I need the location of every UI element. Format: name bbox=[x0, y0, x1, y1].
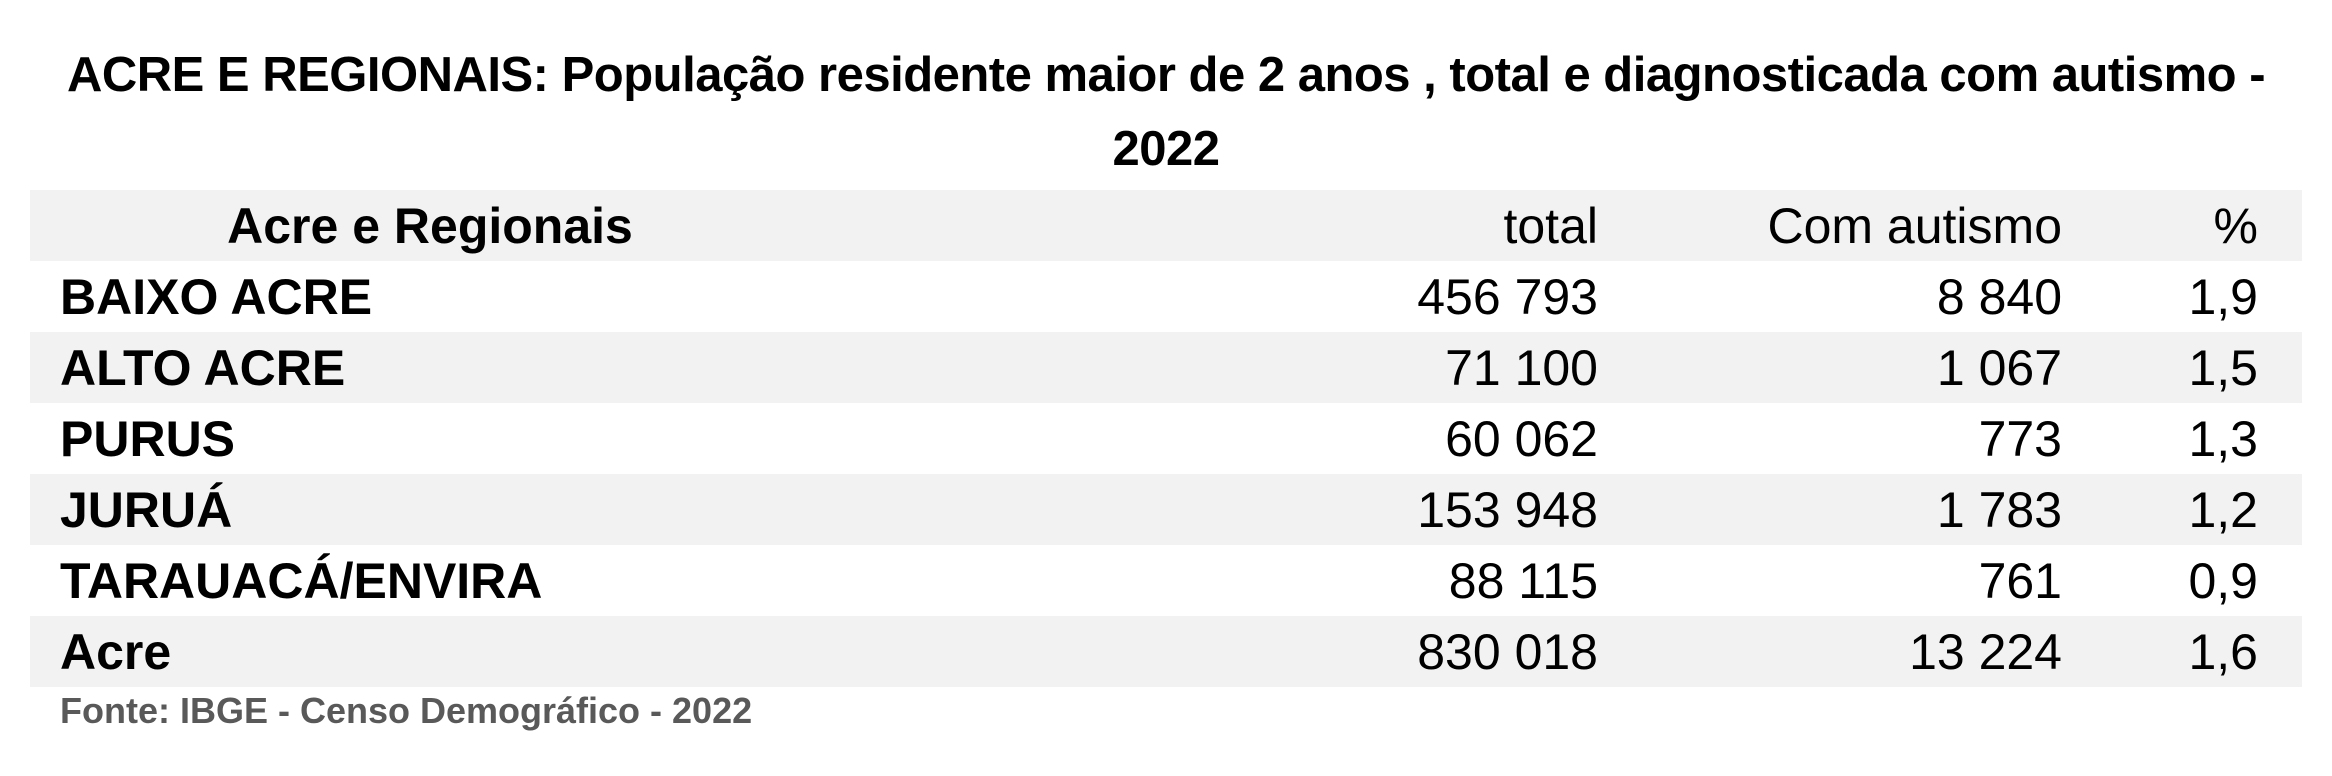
row-name: TARAUACÁ/ENVIRA bbox=[60, 552, 543, 609]
header-com-autismo: Com autismo bbox=[1767, 197, 2062, 254]
row-name: PURUS bbox=[60, 410, 236, 467]
table-header-row: Acre e Regionais total Com autismo % bbox=[30, 190, 2302, 261]
data-table: Acre e Regionais total Com autismo % BAI… bbox=[30, 190, 2302, 687]
row-total: 153 948 bbox=[1417, 481, 1598, 538]
table-row: JURUÁ 153 948 1 783 1,2 bbox=[30, 474, 2302, 545]
row-name: JURUÁ bbox=[60, 481, 233, 538]
table-row: PURUS 60 062 773 1,3 bbox=[30, 403, 2302, 474]
header-total: total bbox=[1503, 197, 1598, 254]
row-percent: 1,6 bbox=[2188, 623, 2258, 680]
row-autismo: 761 bbox=[1978, 552, 2062, 609]
header-regionais: Acre e Regionais bbox=[227, 197, 633, 254]
row-percent: 1,2 bbox=[2188, 481, 2258, 538]
row-name: ALTO ACRE bbox=[60, 339, 346, 396]
row-autismo: 8 840 bbox=[1936, 268, 2062, 325]
table-row: ALTO ACRE 71 100 1 067 1,5 bbox=[30, 332, 2302, 403]
table-row-total: Acre 830 018 13 224 1,6 bbox=[30, 616, 2302, 687]
source-note: Fonte: IBGE - Censo Demográfico - 2022 bbox=[60, 690, 753, 731]
row-autismo: 13 224 bbox=[1909, 623, 2062, 680]
row-total: 830 018 bbox=[1417, 623, 1598, 680]
row-autismo: 1 783 bbox=[1936, 481, 2062, 538]
row-percent: 1,3 bbox=[2188, 410, 2258, 467]
row-percent: 1,9 bbox=[2188, 268, 2258, 325]
row-total: 60 062 bbox=[1445, 410, 1598, 467]
row-total: 88 115 bbox=[1448, 552, 1598, 609]
row-total: 71 100 bbox=[1445, 339, 1598, 396]
table-row: BAIXO ACRE 456 793 8 840 1,9 bbox=[30, 261, 2302, 332]
row-percent: 0,9 bbox=[2188, 552, 2258, 609]
row-percent: 1,5 bbox=[2188, 339, 2258, 396]
table-row: TARAUACÁ/ENVIRA 88 115 761 0,9 bbox=[30, 545, 2302, 616]
table-title: ACRE E REGIONAIS: População residente ma… bbox=[66, 48, 2266, 176]
header-percent: % bbox=[2213, 197, 2258, 254]
row-autismo: 1 067 bbox=[1936, 339, 2062, 396]
row-name: BAIXO ACRE bbox=[60, 268, 373, 325]
row-autismo: 773 bbox=[1978, 410, 2062, 467]
row-name: Acre bbox=[60, 623, 172, 680]
row-total: 456 793 bbox=[1417, 268, 1598, 325]
